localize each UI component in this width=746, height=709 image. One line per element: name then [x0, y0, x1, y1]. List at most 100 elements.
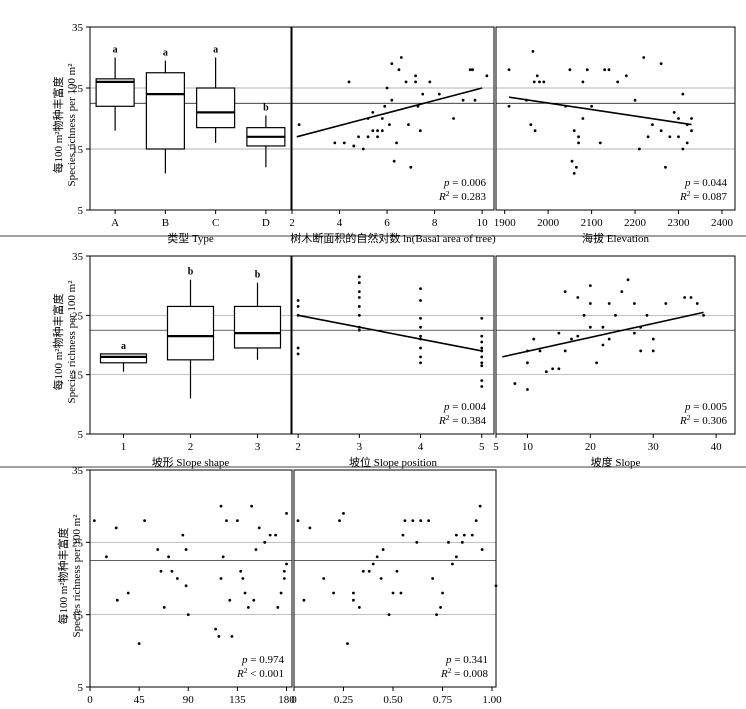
scatter-point — [681, 92, 685, 96]
x-tick-label: 2200 — [624, 217, 647, 229]
scatter-point — [538, 349, 542, 353]
scatter-point — [690, 117, 693, 120]
scatter-point — [357, 606, 361, 609]
x-tick-label: D — [262, 217, 270, 229]
scatter-point — [480, 364, 484, 368]
scatter-point — [221, 555, 225, 559]
y-tick-label: 25 — [72, 537, 84, 549]
scatter-point — [485, 74, 489, 78]
scatter-point — [367, 569, 371, 573]
scatter-point — [230, 634, 234, 638]
x-tick-label: 45 — [134, 694, 146, 706]
scatter-point — [361, 147, 365, 151]
scatter-point — [162, 606, 166, 609]
scatter-point — [236, 519, 239, 523]
scatter-point — [683, 296, 687, 299]
scatter-point — [380, 129, 384, 133]
scatter-point — [409, 165, 413, 169]
panel-shape: 5 15 25 35 a 1 b 2 b 3 坡形 Slope shape — [72, 251, 292, 469]
x-tick-label: 4 — [337, 217, 343, 229]
scatter-point — [533, 129, 537, 133]
significance-letter: b — [263, 102, 269, 113]
scatter-point — [585, 68, 589, 72]
scatter-point — [480, 340, 484, 344]
x-tick-label: 6 — [384, 217, 390, 229]
scatter-point — [474, 519, 478, 523]
scatter-point — [624, 74, 628, 78]
scatter-point — [296, 352, 300, 356]
p-value: p = 0.006 — [443, 177, 486, 189]
scatter-point — [419, 316, 422, 320]
scatter-point — [557, 367, 561, 371]
scatter-point — [285, 562, 288, 566]
scatter-point — [480, 346, 484, 350]
ylabel-zh-row2: 每100 m²物种丰富度 — [51, 293, 65, 390]
scatter-point — [526, 388, 529, 391]
scatter-point — [447, 540, 450, 544]
scatter-point — [414, 80, 417, 84]
scatter-point — [568, 68, 572, 72]
x-tick-label: 0 — [291, 694, 297, 706]
scatter-point — [404, 80, 408, 84]
scatter-point — [646, 135, 650, 139]
x-tick-label: 0 — [87, 694, 93, 706]
scatter-point — [143, 519, 146, 523]
scatter-point — [332, 591, 336, 595]
r-squared: R2 = 0.306 — [679, 413, 728, 427]
box — [196, 87, 236, 129]
x-tick-label: 1900 — [494, 217, 517, 229]
x-tick-label: 10 — [522, 441, 534, 453]
scatter-point — [632, 302, 636, 305]
scatter-point — [468, 68, 472, 72]
r-squared: R2 = 0.087 — [679, 189, 728, 203]
y-tick-label: 25 — [72, 83, 84, 95]
box — [145, 72, 185, 150]
scatter-point — [186, 613, 190, 617]
scatter-point — [279, 591, 283, 595]
scatter-point — [391, 591, 395, 595]
scatter-point — [414, 74, 417, 78]
scatter-point — [371, 562, 375, 566]
scatter-point — [460, 540, 464, 544]
scatter-point — [184, 584, 188, 588]
scatter-point — [576, 296, 580, 299]
scatter-point — [399, 56, 403, 59]
scatter-point — [419, 287, 422, 291]
scatter-point — [480, 548, 484, 551]
scatter-point — [419, 346, 422, 350]
scatter-point — [639, 349, 643, 353]
scatter-point — [250, 504, 254, 508]
scatter-point — [375, 555, 379, 559]
p-value: p = 0.004 — [443, 401, 486, 413]
scatter-point — [395, 569, 399, 573]
regression-line — [297, 314, 482, 352]
y-tick-label: 15 — [72, 144, 84, 156]
scatter-point — [574, 165, 578, 169]
regression-line — [296, 87, 483, 138]
x-tick-label: 20 — [585, 441, 597, 453]
x-tick-label: 2 — [295, 441, 301, 453]
scatter-point — [352, 598, 355, 602]
scatter-point — [480, 334, 484, 338]
significance-letter: b — [255, 270, 261, 281]
scatter-point — [435, 613, 438, 617]
scatter-point — [551, 367, 555, 371]
scatter-point — [471, 68, 475, 72]
significance-letter: a — [113, 45, 118, 56]
x-tick-label: 0.75 — [433, 694, 453, 706]
scatter-point — [296, 519, 300, 523]
scatter-point — [170, 569, 174, 573]
scatter-point — [607, 337, 611, 341]
scatter-point — [478, 504, 482, 508]
x-tick-label: A — [111, 217, 119, 229]
regression-line — [502, 311, 704, 358]
scatter-point — [480, 361, 484, 365]
scatter-point — [239, 569, 243, 573]
scatter-point — [645, 313, 649, 317]
x-tick-label: 2000 — [537, 217, 560, 229]
x-tick-label: 10 — [477, 217, 489, 229]
